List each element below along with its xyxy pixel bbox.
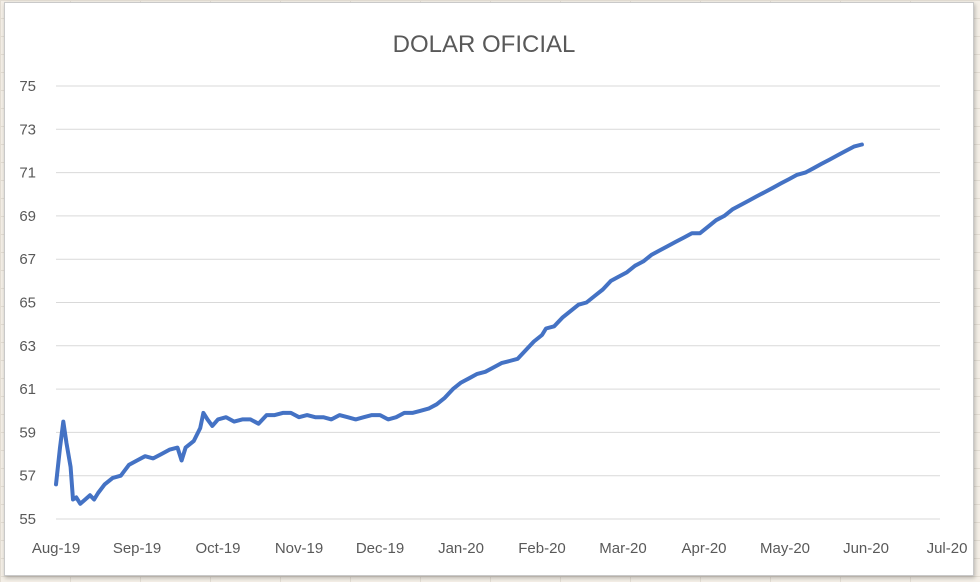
x-tick-label: Aug-19 <box>32 540 80 557</box>
y-tick-label: 71 <box>19 165 36 182</box>
x-tick-label: Jul-20 <box>927 540 968 557</box>
x-tick-label: Sep-19 <box>113 540 161 557</box>
y-tick-label: 65 <box>19 295 36 312</box>
chart-title: DOLAR OFICIAL <box>393 31 576 58</box>
y-tick-label: 57 <box>19 468 36 485</box>
y-tick-label: 55 <box>19 511 36 528</box>
series-layer <box>54 142 864 506</box>
x-tick-label: Oct-19 <box>195 540 240 557</box>
y-tick-label: 69 <box>19 208 36 225</box>
y-tick-label: 67 <box>19 251 36 268</box>
y-axis-ticks: 55 57 59 61 63 65 67 69 71 73 75 <box>19 78 36 528</box>
x-tick-label: Apr-20 <box>681 540 726 557</box>
x-tick-label: Mar-20 <box>599 540 647 557</box>
x-tick-label: Jan-20 <box>438 540 484 557</box>
y-tick-label: 59 <box>19 424 36 441</box>
x-axis-ticks: Aug-19 Sep-19 Oct-19 Nov-19 Dec-19 Jan-20 Feb-… <box>32 540 968 557</box>
x-tick-label: Dec-19 <box>356 540 404 557</box>
y-tick-label: 75 <box>19 78 36 95</box>
gridlines <box>56 85 940 520</box>
series-line <box>54 142 864 506</box>
x-tick-label: May-20 <box>760 540 810 557</box>
chart-frame[interactable] <box>4 2 974 576</box>
x-tick-label: Jun-20 <box>843 540 889 557</box>
y-tick-label: 61 <box>19 381 36 398</box>
y-tick-label: 73 <box>19 121 36 138</box>
y-tick-label: 63 <box>19 338 36 355</box>
x-tick-label: Nov-19 <box>275 540 323 557</box>
x-tick-label: Feb-20 <box>518 540 566 557</box>
